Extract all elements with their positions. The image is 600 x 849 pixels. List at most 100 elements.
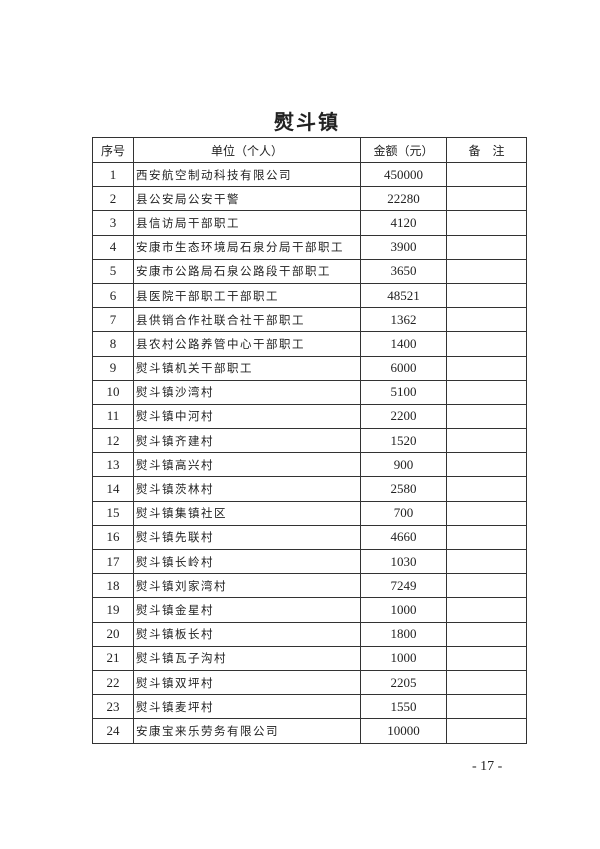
row-remark (446, 548, 527, 575)
row-remark (446, 355, 527, 381)
row-amount: 1400 (360, 331, 447, 357)
table-row: 15 熨斗镇集镇社区 700 (92, 500, 527, 526)
row-remark (446, 452, 527, 478)
row-amount: 10000 (360, 718, 447, 744)
row-seq: 14 (92, 476, 134, 502)
page-title: 熨斗镇 (274, 110, 340, 134)
row-seq: 19 (92, 597, 134, 623)
header-remark: 备 注 (446, 137, 527, 163)
row-seq: 11 (92, 403, 134, 430)
row-seq: 5 (92, 258, 134, 284)
row-unit: 熨斗镇高兴村 (133, 452, 361, 478)
row-unit: 安康市生态环境局石泉分局干部职工 (133, 234, 361, 260)
row-amount: 7249 (360, 573, 447, 599)
row-seq: 13 (92, 452, 134, 478)
table-row: 20 熨斗镇板长村 1800 (92, 621, 527, 647)
row-remark (446, 186, 527, 212)
row-seq: 15 (92, 500, 134, 526)
table-row: 22 熨斗镇双坪村 2205 (92, 669, 527, 696)
row-unit: 熨斗镇板长村 (133, 621, 361, 647)
row-seq: 22 (92, 669, 134, 696)
table-row: 12 熨斗镇齐建村 1520 (92, 428, 527, 454)
row-seq: 12 (92, 428, 134, 454)
row-seq: 4 (92, 234, 134, 260)
row-amount: 3650 (360, 258, 447, 284)
row-remark (446, 258, 527, 284)
row-remark (446, 597, 527, 623)
row-remark (446, 524, 527, 551)
row-amount: 4120 (360, 210, 447, 236)
row-seq: 24 (92, 718, 134, 744)
row-unit: 熨斗镇双坪村 (133, 669, 361, 696)
row-unit: 熨斗镇长岭村 (133, 548, 361, 575)
row-seq: 10 (92, 379, 134, 405)
row-seq: 16 (92, 524, 134, 551)
row-amount: 5100 (360, 379, 447, 405)
row-seq: 21 (92, 645, 134, 671)
row-amount: 48521 (360, 282, 447, 309)
row-remark (446, 718, 527, 744)
table-row: 11 熨斗镇中河村 2200 (92, 403, 527, 430)
row-seq: 9 (92, 355, 134, 381)
row-amount: 700 (360, 500, 447, 526)
table-row: 17 熨斗镇长岭村 1030 (92, 548, 527, 575)
row-unit: 县信访局干部职工 (133, 210, 361, 236)
row-unit: 县医院干部职工干部职工 (133, 282, 361, 309)
row-unit: 熨斗镇瓦子沟村 (133, 645, 361, 671)
row-remark (446, 621, 527, 647)
row-remark (446, 234, 527, 260)
row-amount: 1030 (360, 548, 447, 575)
row-amount: 1000 (360, 597, 447, 623)
table-row: 2 县公安局公安干警 22280 (92, 186, 527, 212)
row-amount: 450000 (360, 161, 447, 188)
row-unit: 熨斗镇集镇社区 (133, 500, 361, 526)
row-unit: 熨斗镇麦坪村 (133, 694, 361, 720)
row-unit: 安康宝来乐劳务有限公司 (133, 718, 361, 744)
row-remark (446, 161, 527, 188)
row-unit: 安康市公路局石泉公路段干部职工 (133, 258, 361, 284)
row-seq: 2 (92, 186, 134, 212)
row-amount: 2205 (360, 669, 447, 696)
row-amount: 4660 (360, 524, 447, 551)
row-remark (446, 694, 527, 720)
row-amount: 2200 (360, 403, 447, 430)
table-row: 19 熨斗镇金星村 1000 (92, 597, 527, 623)
row-amount: 1550 (360, 694, 447, 720)
table-row: 5 安康市公路局石泉公路段干部职工 3650 (92, 258, 527, 284)
row-remark (446, 379, 527, 405)
table-row: 13 熨斗镇高兴村 900 (92, 452, 527, 478)
header-amount: 金额（元） (360, 137, 447, 163)
table-row: 6 县医院干部职工干部职工 48521 (92, 282, 527, 309)
row-remark (446, 645, 527, 671)
table-row: 21 熨斗镇瓦子沟村 1000 (92, 645, 527, 671)
row-unit: 熨斗镇先联村 (133, 524, 361, 551)
table-header: 序号 单位（个人） 金额（元） 备 注 (92, 137, 527, 163)
row-unit: 县公安局公安干警 (133, 186, 361, 212)
row-unit: 熨斗镇刘家湾村 (133, 573, 361, 599)
row-seq: 7 (92, 307, 134, 333)
row-remark (446, 476, 527, 502)
row-remark (446, 307, 527, 333)
row-unit: 县供销合作社联合社干部职工 (133, 307, 361, 333)
row-remark (446, 428, 527, 454)
header-unit: 单位（个人） (133, 137, 361, 163)
row-unit: 熨斗镇沙湾村 (133, 379, 361, 405)
row-amount: 22280 (360, 186, 447, 212)
row-remark (446, 331, 527, 357)
table-row: 18 熨斗镇刘家湾村 7249 (92, 573, 527, 599)
table-row: 8 县农村公路养管中心干部职工 1400 (92, 331, 527, 357)
row-unit: 熨斗镇金星村 (133, 597, 361, 623)
row-seq: 3 (92, 210, 134, 236)
row-unit: 熨斗镇中河村 (133, 403, 361, 430)
row-unit: 西安航空制动科技有限公司 (133, 161, 361, 188)
row-amount: 2580 (360, 476, 447, 502)
row-seq: 20 (92, 621, 134, 647)
row-seq: 18 (92, 573, 134, 599)
row-amount: 900 (360, 452, 447, 478)
row-seq: 8 (92, 331, 134, 357)
row-seq: 6 (92, 282, 134, 309)
row-unit: 县农村公路养管中心干部职工 (133, 331, 361, 357)
row-remark (446, 403, 527, 430)
row-remark (446, 500, 527, 526)
row-amount: 3900 (360, 234, 447, 260)
